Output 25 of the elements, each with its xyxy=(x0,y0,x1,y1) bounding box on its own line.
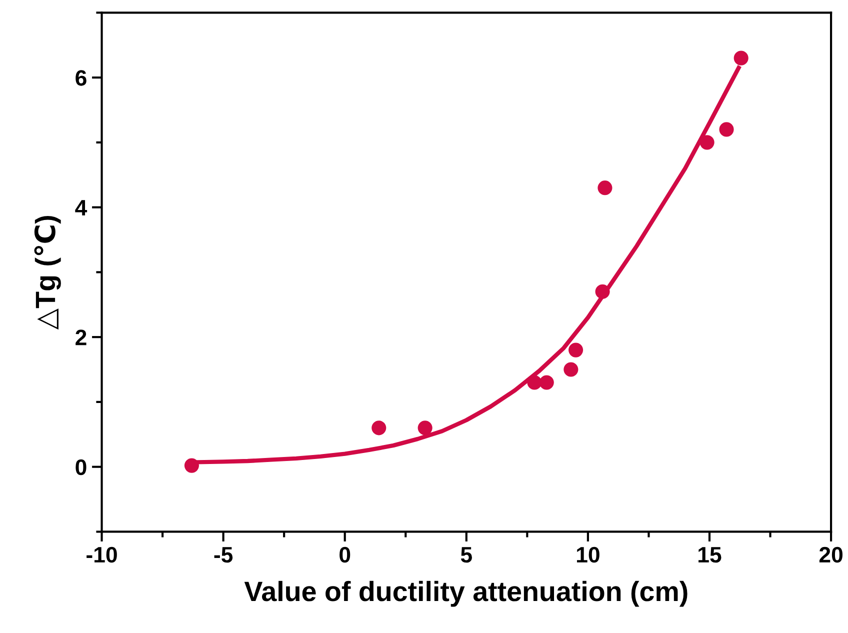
point xyxy=(564,362,578,377)
x-tick-label: 10 xyxy=(576,546,600,563)
y-tick-label: 6 xyxy=(76,70,86,86)
point xyxy=(595,284,610,299)
x-tick-label: 0 xyxy=(340,546,350,563)
x-tick-label: 5 xyxy=(460,547,472,563)
point xyxy=(734,50,748,66)
y-tick-label: 4 xyxy=(75,200,88,216)
point xyxy=(719,122,734,137)
y-tick-label: 2 xyxy=(76,330,86,346)
point xyxy=(184,458,199,473)
point xyxy=(527,375,542,390)
y-tick-label: 0 xyxy=(76,459,86,476)
x-tick-label: -5 xyxy=(214,547,233,563)
point xyxy=(418,420,432,436)
x-tick-label: 15 xyxy=(698,547,722,563)
x-tick-label: 20 xyxy=(819,546,842,563)
point xyxy=(598,180,612,196)
x-tick-label: -10 xyxy=(86,546,117,563)
point xyxy=(700,135,714,150)
point xyxy=(372,420,386,436)
y-axis-title: △Tg (℃) xyxy=(34,216,61,330)
point xyxy=(539,375,554,390)
point xyxy=(568,342,584,358)
x-axis-title: Value of ductility attenuation (cm) xyxy=(244,580,688,607)
